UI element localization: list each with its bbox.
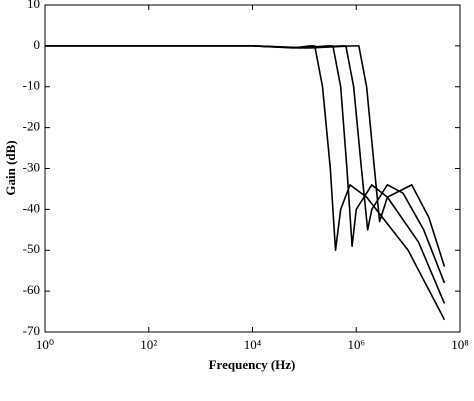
series-line <box>45 45 446 284</box>
y-tick-label: 10 <box>27 0 40 11</box>
plot-frame <box>44 4 461 333</box>
x-tick-label: 10² <box>140 337 157 352</box>
x-tick-label: 10⁸ <box>451 337 469 352</box>
x-tick-label: 10⁴ <box>244 337 262 352</box>
y-tick-label: -70 <box>23 323 40 338</box>
x-tick-label: 10⁰ <box>36 337 54 352</box>
y-tick-label: -20 <box>23 119 40 134</box>
y-axis-label: Gain (dB) <box>3 140 18 195</box>
series-line <box>45 45 446 267</box>
x-tick-label: 10⁶ <box>347 337 365 352</box>
y-tick-label: -50 <box>23 241 40 256</box>
y-tick-label: -30 <box>23 159 40 174</box>
y-tick-label: -60 <box>23 282 40 297</box>
series-line <box>45 45 446 304</box>
y-tick-label: -40 <box>23 200 40 215</box>
x-axis-label: Frequency (Hz) <box>209 357 296 372</box>
y-tick-label: -10 <box>23 78 40 93</box>
y-tick-label: 0 <box>34 37 41 52</box>
series-line <box>45 45 446 321</box>
